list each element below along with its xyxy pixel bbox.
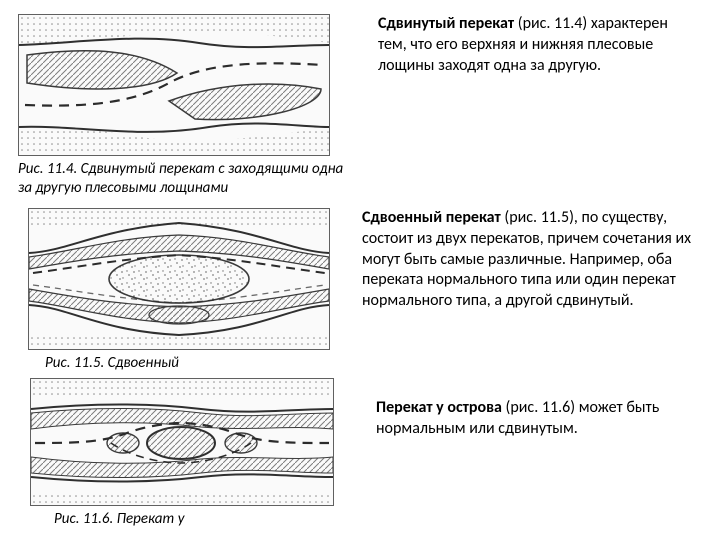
figure-11-5-caption: Рис. 11.5. Сдвоенный [45,354,345,373]
paragraph-11-6-lead: Перекат у острова [376,398,502,417]
figure-11-4 [18,14,330,156]
paragraph-11-5-lead: Сдвоенный перекат [362,208,501,227]
slide-page: { "figures": { "fig1": { "caption": "Рис… [0,0,720,540]
paragraph-11-6: Перекат у острова (рис. 11.6) может быть… [376,398,686,440]
paragraph-11-4-lead: Сдвинутый перекат [378,14,514,33]
figure-11-6-caption: Рис. 11.6. Перекат у [54,510,354,529]
figure-11-4-caption: Рис. 11.4. Сдвинутый перекат с заходящим… [18,160,353,198]
figure-11-5 [28,208,330,350]
figure-11-4-svg [19,15,329,155]
paragraph-11-4: Сдвинутый перекат (рис. 11.4) характерен… [378,14,688,76]
figure-11-6-svg [31,379,333,505]
figure-11-5-svg [29,209,329,349]
figure-11-6 [30,378,334,506]
paragraph-11-5: Сдвоенный перекат (рис. 11.5), по сущест… [362,208,702,312]
